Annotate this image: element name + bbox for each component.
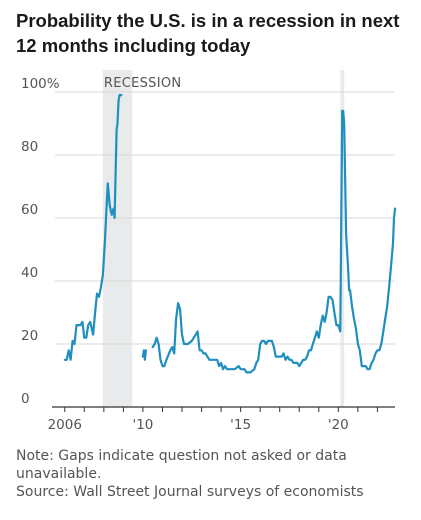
series-line-segment bbox=[63, 94, 123, 361]
y-tick-label: 100% bbox=[21, 76, 60, 92]
y-tick-label: 20 bbox=[21, 328, 38, 344]
x-tick-label: '15 bbox=[230, 417, 251, 433]
y-tick-label: 60 bbox=[21, 202, 38, 218]
series-line-segment bbox=[141, 349, 147, 361]
line-chart: RECESSION 0 20 40 60 80 100% 2006 '10 '15 '20 bbox=[21, 70, 397, 433]
chart-title: Probability the U.S. is in a recession i… bbox=[16, 10, 400, 56]
x-tick-label: 2006 bbox=[48, 417, 82, 433]
y-tick-label: 0 bbox=[21, 391, 30, 407]
y-axis-labels: 0 20 40 60 80 100% bbox=[21, 76, 60, 407]
gridlines bbox=[55, 91, 395, 345]
chart-notes: Note: Gaps indicate question not asked o… bbox=[16, 447, 411, 501]
series-lines bbox=[63, 94, 397, 374]
y-tick-label: 80 bbox=[21, 139, 38, 155]
x-axis: 2006 '10 '15 '20 bbox=[48, 406, 395, 433]
note-text: Note: Gaps indicate question not asked o… bbox=[16, 448, 347, 482]
recession-label: RECESSION bbox=[104, 76, 182, 91]
x-tick-label: '10 bbox=[132, 417, 153, 433]
source-text: Source: Wall Street Journal surveys of e… bbox=[16, 484, 364, 500]
recession-band bbox=[340, 70, 345, 407]
y-tick-label: 40 bbox=[21, 265, 38, 281]
x-tick-label: '20 bbox=[328, 417, 349, 433]
series-line-segment bbox=[151, 109, 397, 374]
